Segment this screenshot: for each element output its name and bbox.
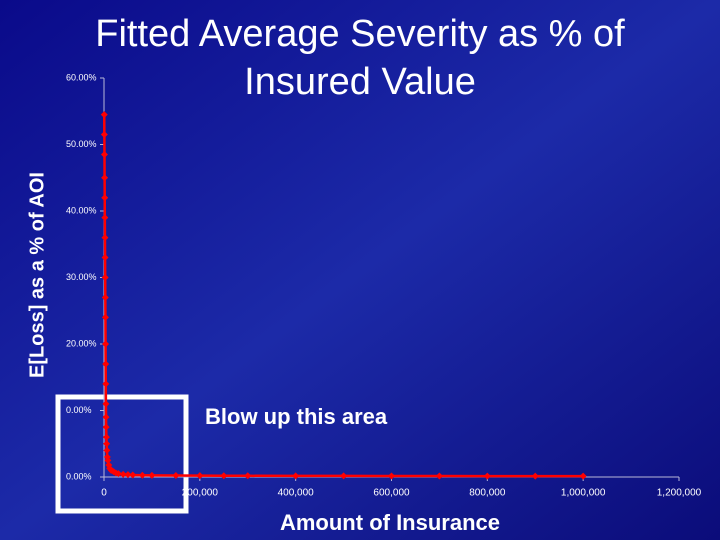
data-point <box>104 456 112 464</box>
data-point <box>100 131 108 139</box>
data-point <box>531 472 539 480</box>
data-point <box>129 471 137 479</box>
data-point <box>101 274 109 281</box>
chart-title: Fitted Average Severity as % of Insured … <box>95 13 625 103</box>
data-point <box>100 111 108 119</box>
data-point <box>196 472 204 480</box>
x-tick-label: 800,000 <box>469 488 506 499</box>
data-point <box>138 471 146 479</box>
data-point <box>483 472 491 480</box>
y-tick-label: 50.00% <box>66 139 97 149</box>
data-point <box>101 254 109 262</box>
data-point <box>124 471 132 479</box>
data-point <box>102 340 110 348</box>
annotation: Blow up this area <box>205 404 388 429</box>
x-tick-label: 1,200,000 <box>657 488 702 499</box>
data-point <box>148 471 156 479</box>
highlight-box <box>55 394 189 514</box>
data-point <box>119 470 127 478</box>
y-tick-label: 40.00% <box>66 205 97 215</box>
y-tick-label: 0.00% <box>66 405 92 415</box>
x-tick-label: 0 <box>101 488 107 499</box>
data-point <box>102 400 110 408</box>
x-tick-label: 600,000 <box>373 488 410 499</box>
data-point <box>292 472 300 480</box>
data-point <box>101 194 109 202</box>
data-point <box>435 472 443 480</box>
data-point <box>220 472 228 480</box>
data-point <box>244 472 252 480</box>
x-tick-label: 200,000 <box>182 488 219 499</box>
data-point <box>101 214 109 222</box>
data-point <box>101 234 109 242</box>
data-point <box>340 472 348 480</box>
data-point <box>114 470 122 478</box>
data-point <box>388 472 395 480</box>
data-point <box>101 174 109 182</box>
y-tick-label: 0.00% <box>66 471 92 481</box>
data-point <box>103 446 111 454</box>
y-axis-title: E[Loss] as a % of AOI <box>26 172 48 378</box>
data-point <box>102 413 110 421</box>
data-point <box>102 360 110 368</box>
data-point <box>579 472 587 480</box>
data-point <box>102 380 110 388</box>
x-axis-title: Amount of Insurance <box>280 510 500 535</box>
data-point <box>101 293 109 301</box>
data-point <box>103 440 111 448</box>
y-tick-label: 60.00% <box>66 72 97 82</box>
x-tick-label: 1,000,000 <box>561 488 606 499</box>
y-tick-label: 20.00% <box>66 338 97 348</box>
y-tick-label: 30.00% <box>66 272 97 282</box>
x-tick-label: 400,000 <box>278 488 315 499</box>
data-point <box>172 472 180 480</box>
data-point <box>102 423 110 431</box>
data-point <box>100 150 108 158</box>
data-point <box>102 433 110 441</box>
data-point <box>101 313 109 321</box>
